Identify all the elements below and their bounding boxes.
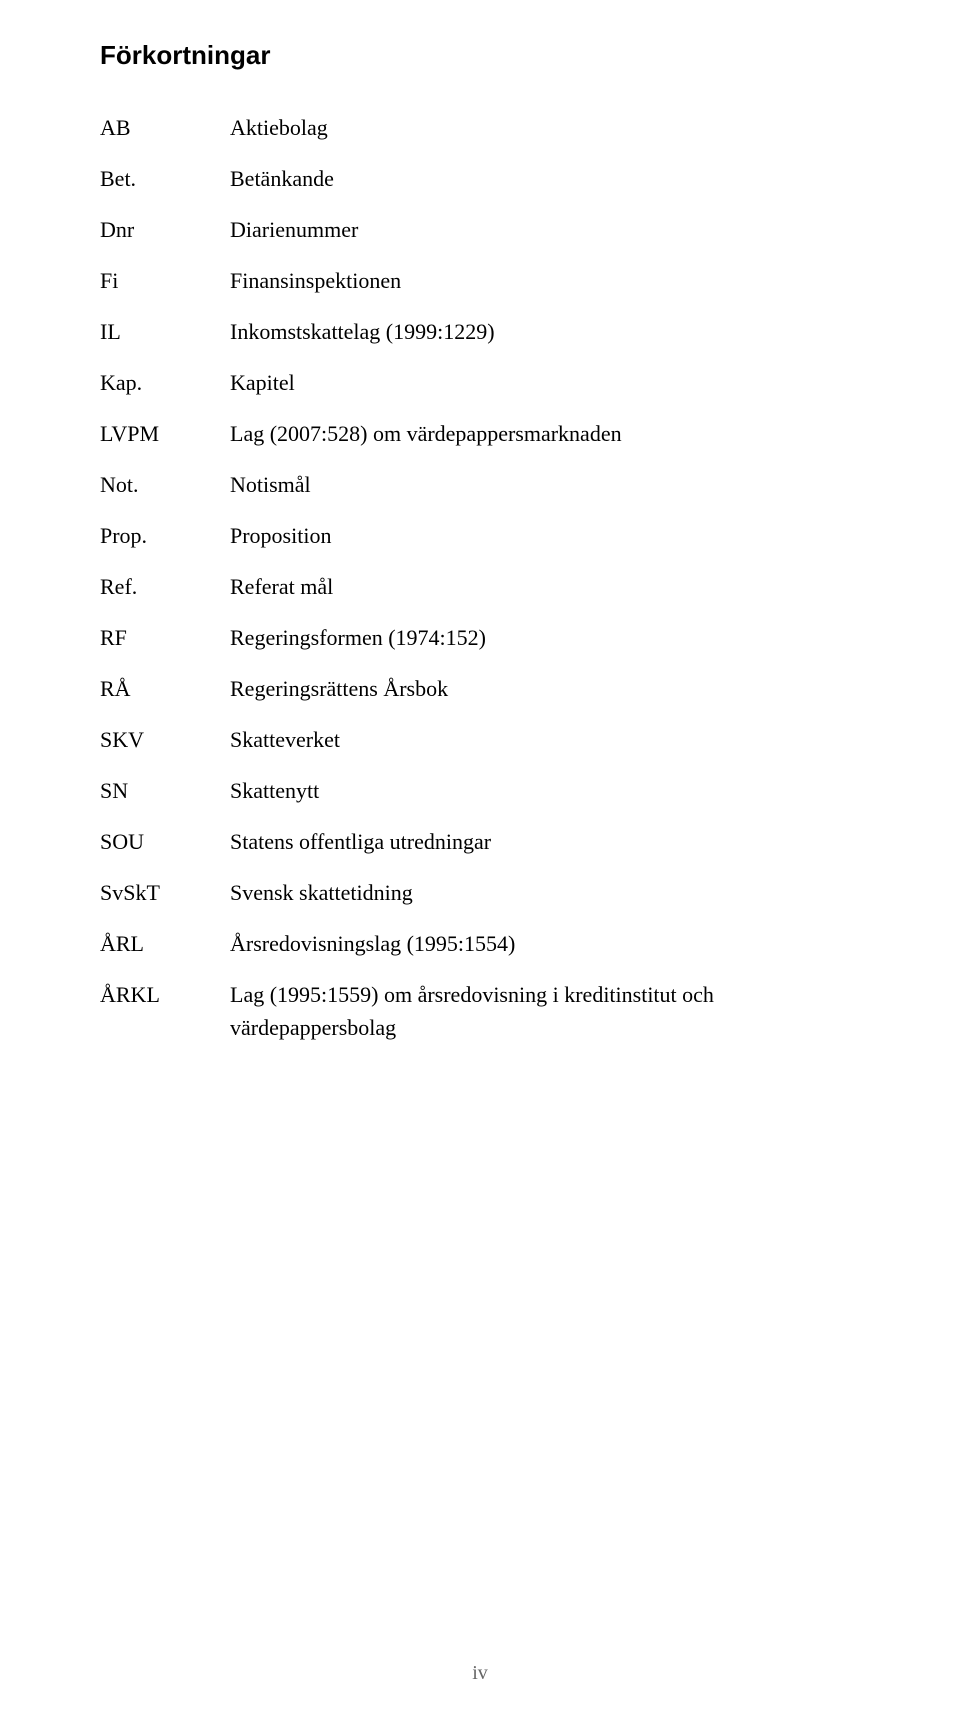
abbreviation-term: AB [100, 111, 230, 144]
abbreviation-row: SKVSkatteverket [100, 723, 860, 756]
abbreviation-term: Dnr [100, 213, 230, 246]
page-title: Förkortningar [100, 40, 860, 71]
abbreviation-definition: Aktiebolag [230, 111, 860, 144]
abbreviation-term: Bet. [100, 162, 230, 195]
abbreviation-definition: Lag (2007:528) om värdepappersmarknaden [230, 417, 860, 450]
page-number: iv [0, 1662, 960, 1685]
abbreviation-term: SN [100, 774, 230, 807]
abbreviation-row: LVPMLag (2007:528) om värdepappersmarkna… [100, 417, 860, 450]
abbreviation-term: Prop. [100, 519, 230, 552]
abbreviation-row: ÅRLÅrsredovisningslag (1995:1554) [100, 927, 860, 960]
abbreviation-term: IL [100, 315, 230, 348]
abbreviation-row: ABAktiebolag [100, 111, 860, 144]
abbreviation-definition: Årsredovisningslag (1995:1554) [230, 927, 860, 960]
abbreviation-term: LVPM [100, 417, 230, 450]
abbreviation-term: RF [100, 621, 230, 654]
abbreviation-term: Not. [100, 468, 230, 501]
abbreviation-term: Kap. [100, 366, 230, 399]
abbreviation-definition: Referat mål [230, 570, 860, 603]
abbreviation-definition: Finansinspektionen [230, 264, 860, 297]
abbreviation-row: SOUStatens offentliga utredningar [100, 825, 860, 858]
abbreviation-term: SvSkT [100, 876, 230, 909]
abbreviation-definition: Proposition [230, 519, 860, 552]
abbreviation-term: RÅ [100, 672, 230, 705]
abbreviation-definition: Regeringsrättens Årsbok [230, 672, 860, 705]
abbreviation-row: Prop.Proposition [100, 519, 860, 552]
abbreviation-definition: Regeringsformen (1974:152) [230, 621, 860, 654]
abbreviation-row: Bet.Betänkande [100, 162, 860, 195]
abbreviation-term: Fi [100, 264, 230, 297]
abbreviation-row: RFRegeringsformen (1974:152) [100, 621, 860, 654]
abbreviation-row: ÅRKLLag (1995:1559) om årsredovisning i … [100, 978, 860, 1044]
abbreviation-term: SKV [100, 723, 230, 756]
abbreviation-term: ÅRL [100, 927, 230, 960]
abbreviation-term: Ref. [100, 570, 230, 603]
abbreviation-row: DnrDiarienummer [100, 213, 860, 246]
abbreviation-definition: Diarienummer [230, 213, 860, 246]
abbreviation-definition: Betänkande [230, 162, 860, 195]
abbreviation-definition: Inkomstskattelag (1999:1229) [230, 315, 860, 348]
abbreviation-row: Not.Notismål [100, 468, 860, 501]
abbreviation-definition: Kapitel [230, 366, 860, 399]
abbreviation-definition: Skatteverket [230, 723, 860, 756]
abbreviation-definition: Lag (1995:1559) om årsredovisning i kred… [230, 978, 860, 1044]
abbreviation-definition: Skattenytt [230, 774, 860, 807]
abbreviation-row: Kap.Kapitel [100, 366, 860, 399]
abbreviation-definition: Statens offentliga utredningar [230, 825, 860, 858]
abbreviation-definition: Notismål [230, 468, 860, 501]
abbreviation-row: FiFinansinspektionen [100, 264, 860, 297]
abbreviation-row: RÅRegeringsrättens Årsbok [100, 672, 860, 705]
abbreviation-row: SNSkattenytt [100, 774, 860, 807]
abbreviation-row: ILInkomstskattelag (1999:1229) [100, 315, 860, 348]
abbreviation-term: SOU [100, 825, 230, 858]
abbreviation-list: ABAktiebolagBet.BetänkandeDnrDiarienumme… [100, 111, 860, 1044]
abbreviation-row: Ref.Referat mål [100, 570, 860, 603]
abbreviation-term: ÅRKL [100, 978, 230, 1044]
abbreviation-definition: Svensk skattetidning [230, 876, 860, 909]
abbreviation-row: SvSkTSvensk skattetidning [100, 876, 860, 909]
